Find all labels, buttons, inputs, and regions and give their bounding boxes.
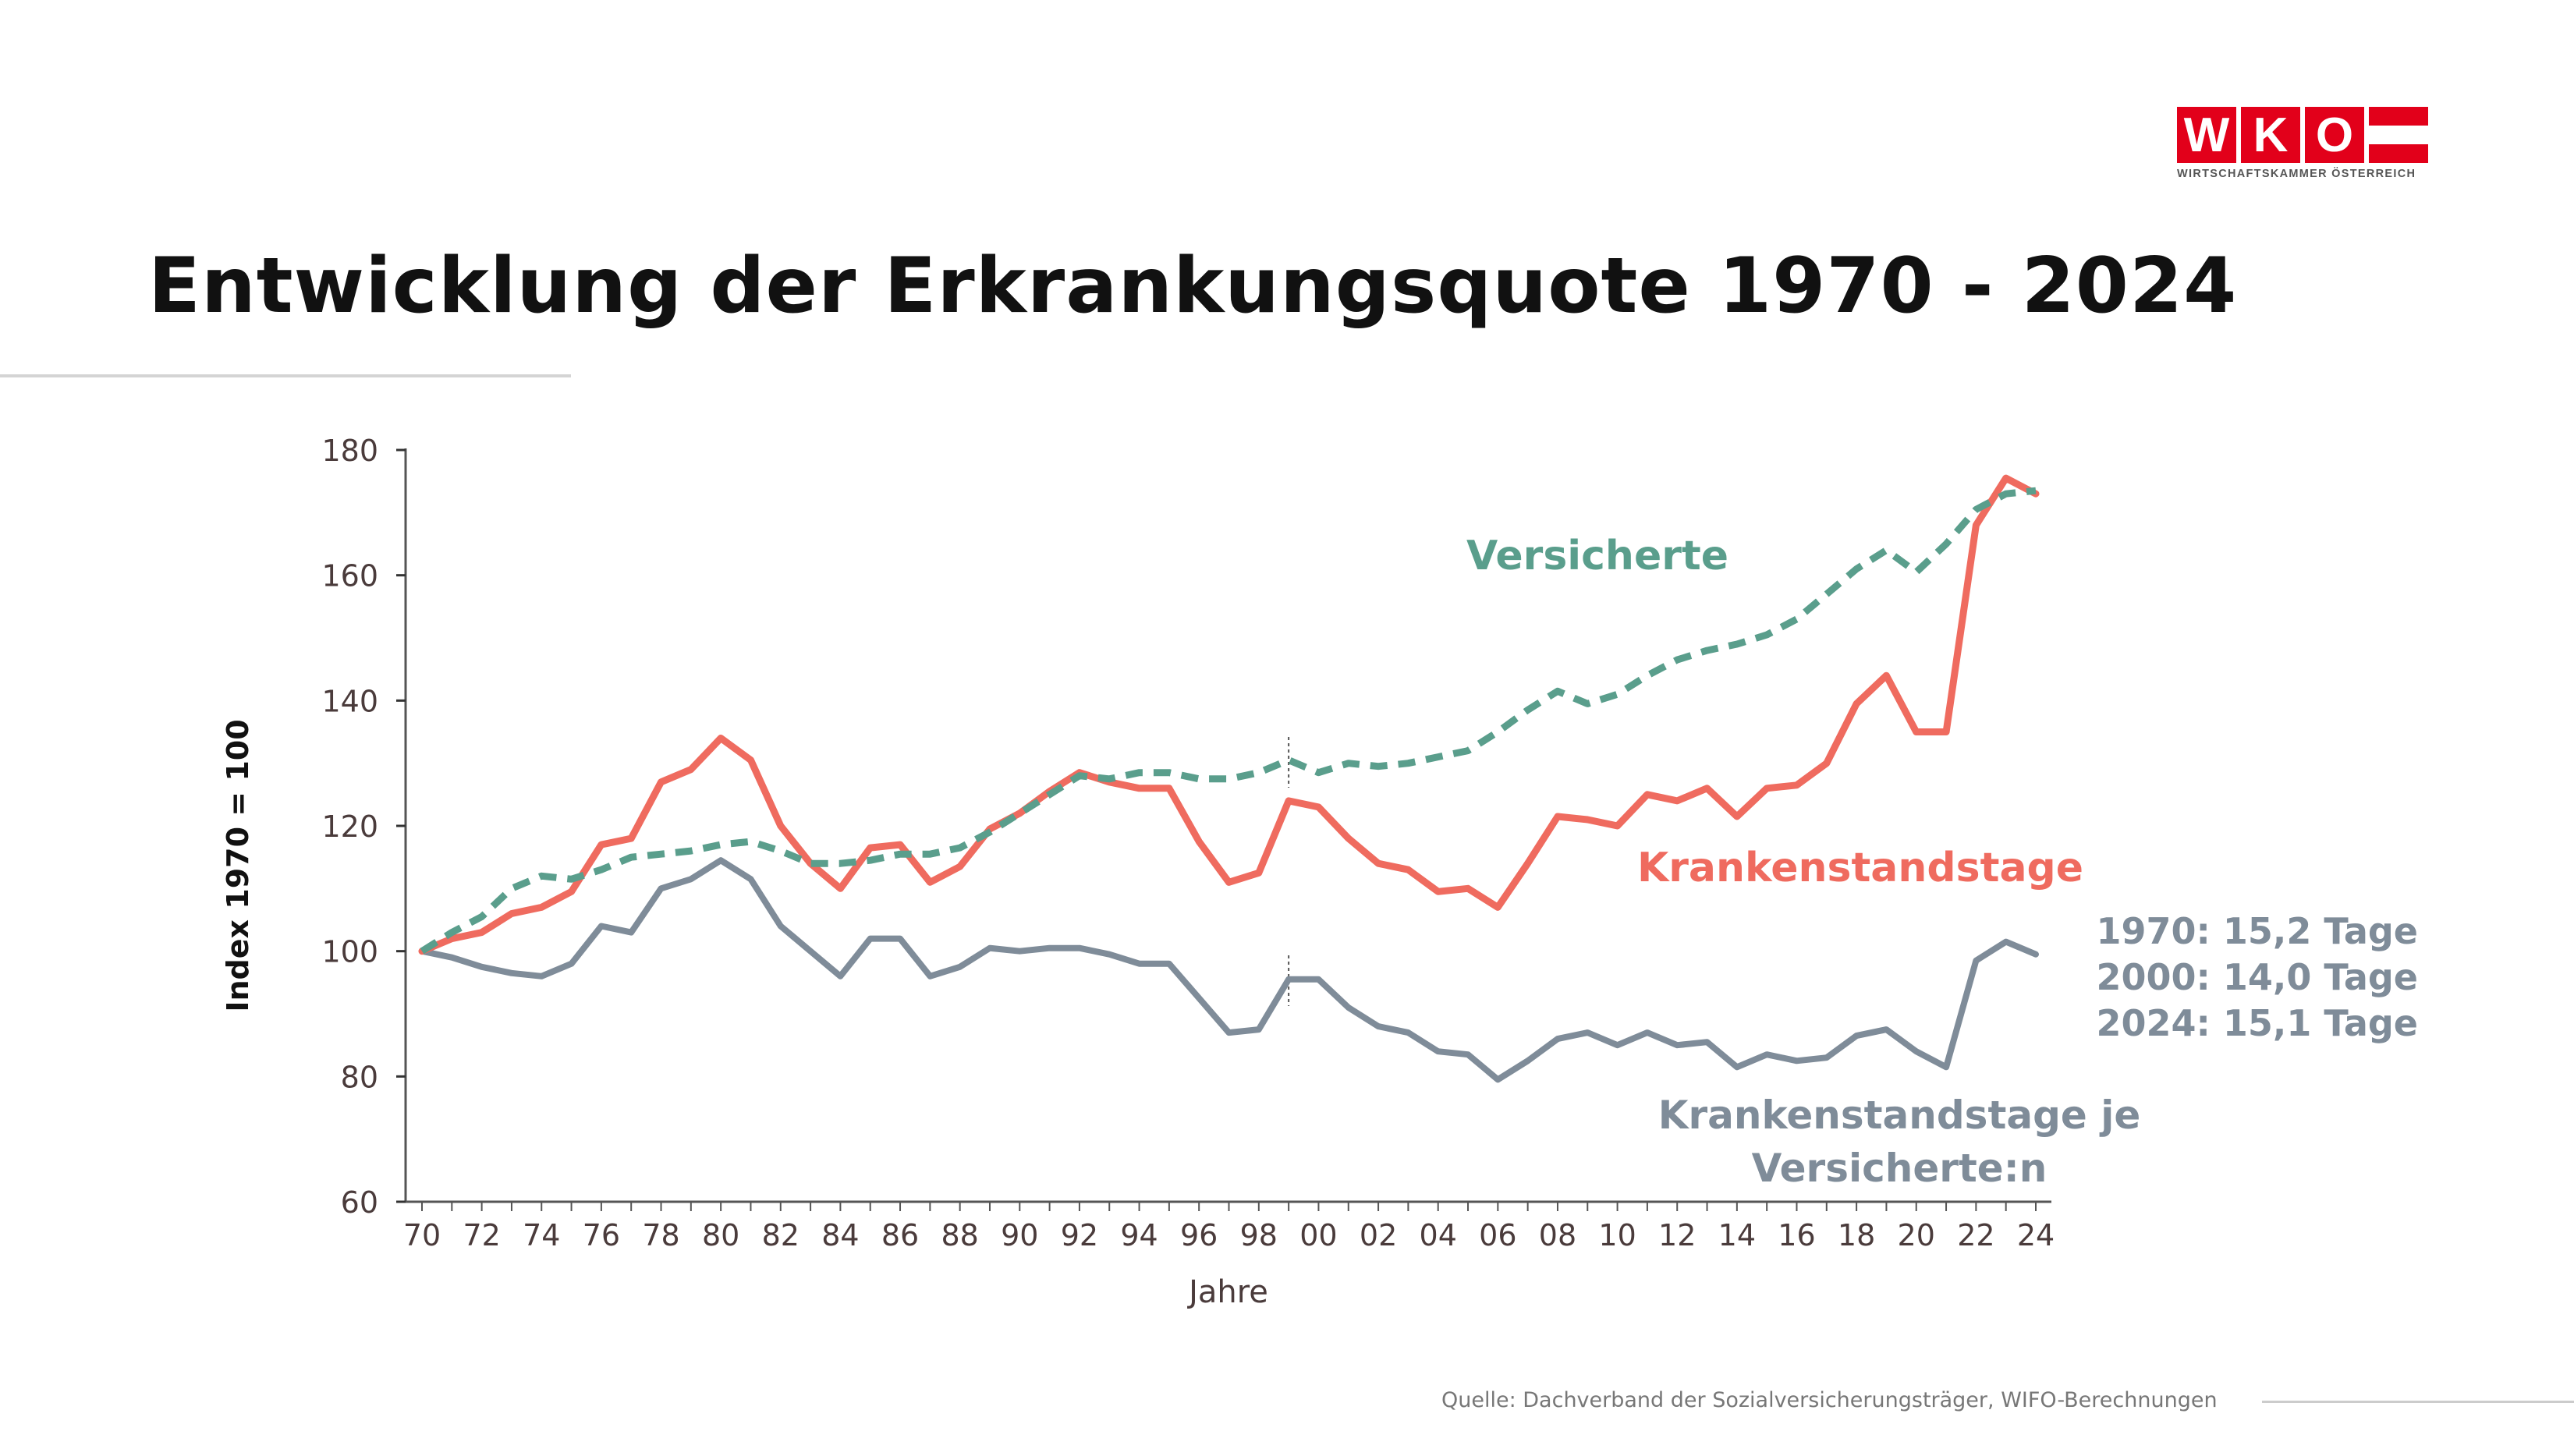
x-tick-label: 70 <box>403 1218 441 1252</box>
y-tick-label: 140 <box>321 684 378 718</box>
logo-letter: W <box>2177 107 2236 163</box>
x-tick-label: 04 <box>1420 1218 1457 1252</box>
label-je-versicherte-2: Versicherte:n <box>1752 1146 2048 1191</box>
logo-subtitle: WIRTSCHAFTSKAMMER ÖSTERREICH <box>2177 168 2416 180</box>
x-tick-label: 84 <box>821 1218 859 1252</box>
x-tick-label: 74 <box>523 1218 560 1252</box>
footer-divider <box>2262 1401 2574 1403</box>
y-axis-label: Index 1970 = 100 <box>221 719 255 1011</box>
y-tick-label: 60 <box>341 1185 378 1220</box>
x-tick-label: 96 <box>1180 1218 1218 1252</box>
y-tick-label: 80 <box>341 1060 378 1094</box>
x-axis-label: Jahre <box>1186 1274 1268 1310</box>
x-tick-label: 82 <box>762 1218 800 1252</box>
x-tick-label: 22 <box>1957 1218 1994 1252</box>
x-tick-label: 02 <box>1360 1218 1397 1252</box>
x-tick-label: 86 <box>881 1218 919 1252</box>
stat-2000: 2000: 14,0 Tage <box>2096 956 2418 998</box>
x-tick-label: 06 <box>1479 1218 1516 1252</box>
x-tick-label: 16 <box>1778 1218 1815 1252</box>
stat-1970: 1970: 15,2 Tage <box>2096 910 2418 952</box>
x-tick-label: 20 <box>1898 1218 1935 1252</box>
x-tick-label: 24 <box>2017 1218 2055 1252</box>
y-tick-label: 160 <box>321 559 378 593</box>
logo-letter: K <box>2241 107 2300 163</box>
x-tick-label: 72 <box>463 1218 500 1252</box>
y-tick-label: 180 <box>321 434 378 468</box>
x-tick-label: 10 <box>1598 1218 1636 1252</box>
x-tick-label: 12 <box>1658 1218 1696 1252</box>
austria-flag-icon <box>2369 107 2428 163</box>
x-tick-label: 00 <box>1299 1218 1337 1252</box>
logo-letter: O <box>2305 107 2364 163</box>
label-je-versicherte-1: Krankenstandstage je <box>1658 1093 2141 1138</box>
x-tick-label: 88 <box>941 1218 978 1252</box>
x-tick-label: 18 <box>1838 1218 1875 1252</box>
label-krankenstandstage: Krankenstandstage <box>1637 845 2083 891</box>
wko-logo: W K O WIRTSCHAFTSKAMMER ÖSTERREICH <box>2177 107 2430 180</box>
x-tick-label: 78 <box>642 1218 679 1252</box>
x-tick-label: 08 <box>1539 1218 1576 1252</box>
x-tick-label: 76 <box>583 1218 620 1252</box>
series-line-krankenstandstage-je-versicherte-n <box>419 857 2039 1083</box>
x-tick-label: 94 <box>1120 1218 1158 1252</box>
page-title: Entwicklung der Erkrankungsquote 1970 - … <box>148 242 2238 331</box>
y-tick-label: 120 <box>321 809 378 844</box>
x-tick-label: 92 <box>1061 1218 1098 1252</box>
x-tick-label: 90 <box>1001 1218 1038 1252</box>
source-note: Quelle: Dachverband der Sozialversicheru… <box>1441 1388 2218 1412</box>
x-tick-label: 98 <box>1240 1218 1278 1252</box>
y-tick-label: 100 <box>321 935 378 969</box>
title-divider <box>0 374 571 377</box>
x-tick-label: 14 <box>1718 1218 1756 1252</box>
series-line-versicherte <box>420 487 2037 955</box>
series-line-krankenstandstage <box>418 474 2040 955</box>
x-tick-label: 80 <box>702 1218 739 1252</box>
stat-2024: 2024: 15,1 Tage <box>2096 1002 2418 1044</box>
label-versicherte: Versicherte <box>1466 533 1728 579</box>
